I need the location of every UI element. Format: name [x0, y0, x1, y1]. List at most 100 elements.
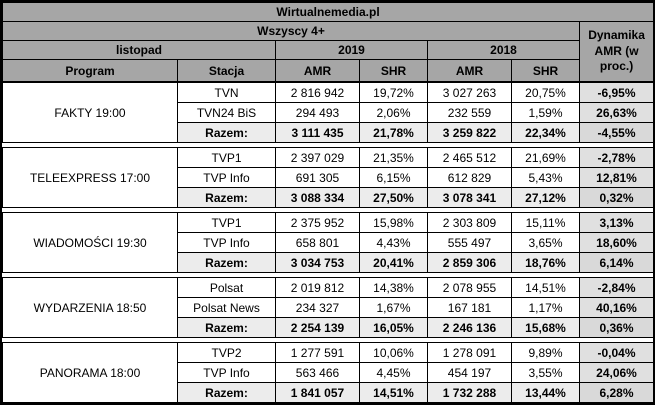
amr-2019-cell: 2 397 029 — [275, 147, 360, 168]
amr-2019-cell: 2 254 139 — [275, 317, 360, 338]
shr-2018-cell: 3,65% — [511, 232, 580, 253]
program-group-wydarzenia: WYDARZENIA 18:50 Polsat 2 019 812 14,38%… — [2, 277, 654, 338]
shr-2019-cell: 2,06% — [359, 102, 428, 123]
amr-2019-cell: 563 466 — [275, 362, 360, 383]
amr-2018-cell: 555 497 — [427, 232, 512, 253]
table-header: Wirtualnemedia.pl Wszyscy 4+ Dynamika AM… — [1, 2, 655, 82]
amr-2019-cell: 2 816 942 — [275, 82, 360, 103]
shr-2018-cell: 22,34% — [511, 122, 580, 143]
shr-2018-cell: 1,17% — [511, 297, 580, 318]
amr-2018-cell: 3 027 263 — [427, 82, 512, 103]
program-group-teleexpress: TELEEXPRESS 17:00 TVP1 2 397 029 21,35% … — [2, 147, 654, 208]
shr-2019-cell: 14,51% — [359, 382, 428, 403]
dynamics-cell: 24,06% — [579, 362, 654, 383]
shr-2018-cell: 18,76% — [511, 252, 580, 273]
amr-2018-cell: 167 181 — [427, 297, 512, 318]
total-row: Razem: 2 254 139 16,05% 2 246 136 15,68%… — [3, 317, 654, 338]
table-row: TVP Info 658 801 4,43% 555 497 3,65% 18,… — [3, 232, 654, 253]
dynamics-cell: -2,78% — [579, 147, 654, 168]
shr-2019-cell: 16,05% — [359, 317, 428, 338]
year-2019-header: 2019 — [275, 40, 428, 60]
amr-2018-cell: 2 246 136 — [427, 317, 512, 338]
amr-2019-cell: 3 034 753 — [275, 252, 360, 273]
amr-2018-cell: 3 078 341 — [427, 187, 512, 208]
total-label: Razem: — [177, 382, 276, 403]
station-cell: TVP Info — [177, 232, 276, 253]
program-name: PANORAMA 18:00 — [2, 342, 178, 403]
year-2018-header: 2018 — [427, 40, 580, 60]
shr-2018-column-header: SHR — [511, 59, 580, 82]
amr-2019-cell: 691 305 — [275, 167, 360, 188]
dynamics-cell: 0,36% — [579, 317, 654, 338]
station-cell: TVN — [177, 82, 276, 103]
amr-2019-cell: 2 019 812 — [275, 277, 360, 298]
dynamics-cell: 12,81% — [579, 167, 654, 188]
amr-2018-cell: 2 303 809 — [427, 212, 512, 233]
amr-2019-cell: 234 327 — [275, 297, 360, 318]
table-row: WIADOMOŚCI 19:30 TVP1 2 375 952 15,98% 2… — [2, 212, 654, 273]
shr-2018-cell: 15,11% — [511, 212, 580, 233]
station-cell: TVP Info — [177, 167, 276, 188]
total-label: Razem: — [177, 187, 276, 208]
amr-2018-cell: 2 078 955 — [427, 277, 512, 298]
table-row: TVN24 BiS 294 493 2,06% 232 559 1,59% 26… — [3, 102, 654, 123]
group-separator — [2, 143, 653, 147]
shr-2019-cell: 21,35% — [359, 147, 428, 168]
amr-2019-cell: 658 801 — [275, 232, 360, 253]
shr-2019-cell: 6,15% — [359, 167, 428, 188]
shr-2019-cell: 15,98% — [359, 212, 428, 233]
dynamics-cell: -4,55% — [579, 122, 654, 143]
station-cell: Polsat News — [177, 297, 276, 318]
amr-2019-cell: 1 841 057 — [275, 382, 360, 403]
total-row: Razem: 3 088 334 27,50% 3 078 341 27,12%… — [3, 187, 654, 208]
shr-2019-cell: 27,50% — [359, 187, 428, 208]
dynamics-cell: 40,16% — [579, 297, 654, 318]
station-cell: Polsat — [177, 277, 276, 298]
amr-2018-column-header: AMR — [427, 59, 512, 82]
amr-2019-column-header: AMR — [275, 59, 360, 82]
shr-2019-cell: 21,78% — [359, 122, 428, 143]
amr-2018-cell: 2 859 306 — [427, 252, 512, 273]
shr-2019-cell: 14,38% — [359, 277, 428, 298]
total-label: Razem: — [177, 317, 276, 338]
dynamics-cell: 6,28% — [579, 382, 654, 403]
amr-2019-cell: 294 493 — [275, 102, 360, 123]
group-separator — [2, 208, 653, 212]
total-row: Razem: 3 111 435 21,78% 3 259 822 22,34%… — [3, 122, 654, 143]
program-column-header: Program — [2, 59, 178, 82]
shr-2018-cell: 27,12% — [511, 187, 580, 208]
amr-2019-cell: 3 111 435 — [275, 122, 360, 143]
amr-2018-cell: 1 278 091 — [427, 342, 512, 363]
shr-2018-cell: 13,44% — [511, 382, 580, 403]
station-cell: TVP1 — [177, 147, 276, 168]
shr-2018-cell: 14,51% — [511, 277, 580, 298]
dynamics-cell: -6,95% — [579, 82, 654, 103]
program-name: TELEEXPRESS 17:00 — [2, 147, 178, 208]
group-separator — [2, 338, 653, 342]
program-group-fakty: FAKTY 19:00 TVN 2 816 942 19,72% 3 027 2… — [2, 82, 654, 143]
amr-2019-cell: 3 088 334 — [275, 187, 360, 208]
amr-2019-cell: 2 375 952 — [275, 212, 360, 233]
program-group-wiadomosci: WIADOMOŚCI 19:30 TVP1 2 375 952 15,98% 2… — [2, 212, 654, 273]
table-row: WYDARZENIA 18:50 Polsat 2 019 812 14,38%… — [2, 277, 654, 338]
shr-2019-column-header: SHR — [359, 59, 428, 82]
table-row: FAKTY 19:00 TVN 2 816 942 19,72% 3 027 2… — [2, 82, 654, 143]
program-name: FAKTY 19:00 — [2, 82, 178, 143]
dynamics-cell: -2,84% — [579, 277, 654, 298]
month-header: listopad — [2, 40, 276, 60]
table-row: TVP Info 691 305 6,15% 612 829 5,43% 12,… — [3, 167, 654, 188]
shr-2018-cell: 21,69% — [511, 147, 580, 168]
program-name: WYDARZENIA 18:50 — [2, 277, 178, 338]
audience-header: Wszyscy 4+ — [2, 21, 580, 41]
table-row: PANORAMA 18:00 TVP2 1 277 591 10,06% 1 2… — [2, 342, 654, 403]
station-column-header: Stacja — [177, 59, 276, 82]
total-label: Razem: — [177, 252, 276, 273]
shr-2018-cell: 20,75% — [511, 82, 580, 103]
shr-2019-cell: 1,67% — [359, 297, 428, 318]
shr-2019-cell: 4,43% — [359, 232, 428, 253]
amr-2018-cell: 1 732 288 — [427, 382, 512, 403]
dynamics-cell: 18,60% — [579, 232, 654, 253]
dynamics-cell: 26,63% — [579, 102, 654, 123]
station-cell: TVN24 BiS — [177, 102, 276, 123]
total-label: Razem: — [177, 122, 276, 143]
